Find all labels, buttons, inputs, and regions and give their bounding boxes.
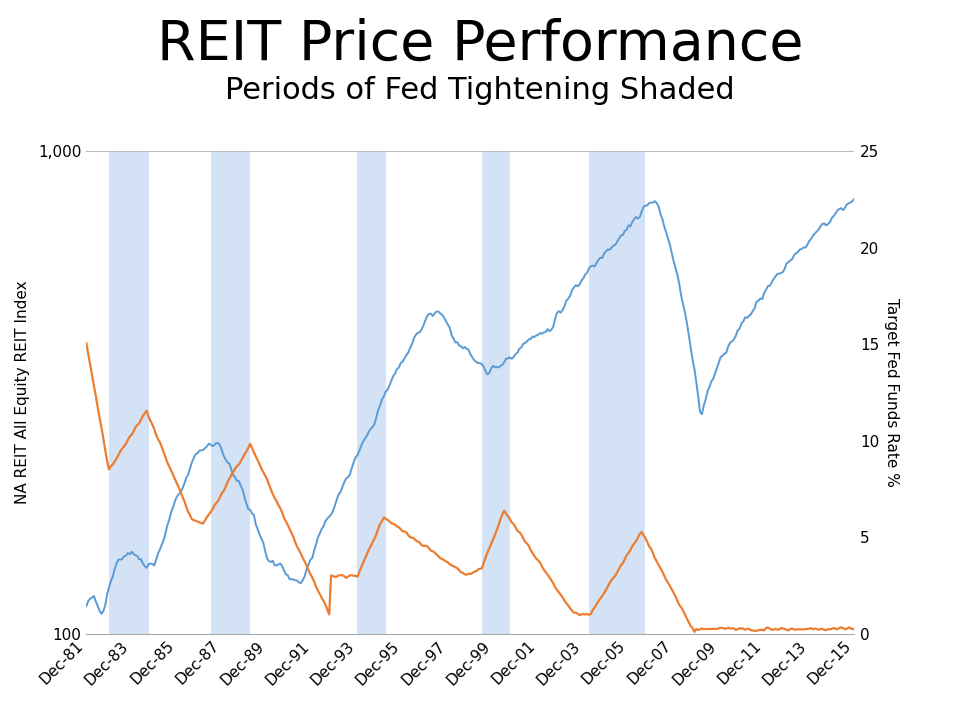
Y-axis label: Target Fed Funds Rate %: Target Fed Funds Rate % — [883, 298, 899, 487]
Bar — [589, 151, 645, 634]
Text: Periods of Fed Tightening Shaded: Periods of Fed Tightening Shaded — [226, 76, 734, 104]
Bar — [482, 151, 510, 634]
Bar — [210, 151, 251, 634]
Text: REIT Price Performance: REIT Price Performance — [156, 18, 804, 72]
Bar — [357, 151, 386, 634]
Y-axis label: NA REIT All Equity REIT Index: NA REIT All Equity REIT Index — [14, 281, 30, 504]
Bar — [109, 151, 149, 634]
